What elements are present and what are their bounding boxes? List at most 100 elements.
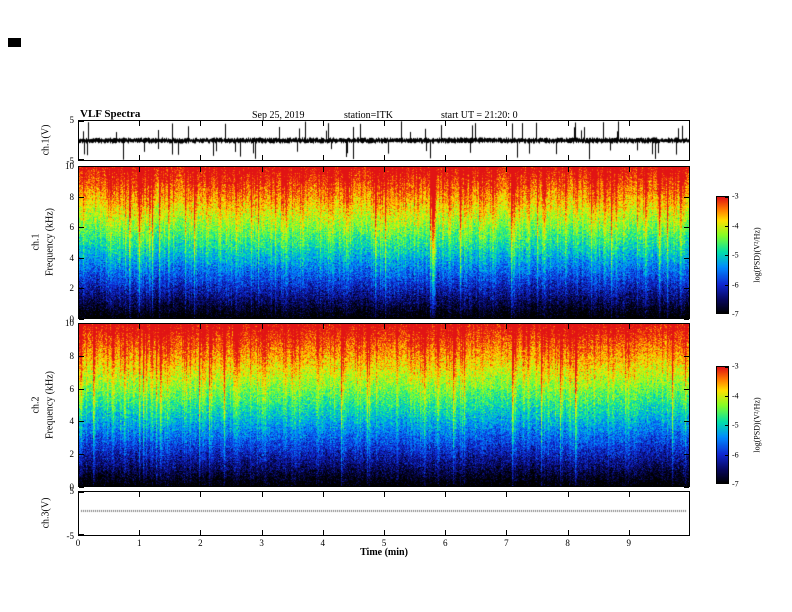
- frequency-tick-label: 4: [69, 416, 75, 427]
- x-tick-mark: [445, 324, 447, 329]
- frequency-tick-label: 0: [69, 482, 75, 492]
- x-tick-mark: [322, 530, 324, 535]
- x-tick-mark: [628, 155, 630, 160]
- y-tick-mark: [684, 319, 689, 320]
- x-tick-mark: [78, 324, 79, 329]
- x-tick-mark: [200, 481, 202, 486]
- x-tick-label: 4: [320, 538, 326, 548]
- frequency-tick-label: 2: [69, 283, 75, 294]
- frequency-tick-label: 6: [69, 383, 75, 394]
- voltage-tick-label: 5: [69, 115, 75, 125]
- colorbar-tick-label: -5: [732, 420, 739, 430]
- x-tick-mark: [78, 167, 79, 172]
- frequency-tick-label: 10: [65, 161, 74, 171]
- x-tick-mark: [139, 121, 141, 126]
- x-tick-mark: [445, 155, 447, 160]
- x-tick-mark: [567, 492, 569, 497]
- colorbar-tick-mark: [725, 482, 728, 483]
- x-tick-mark: [322, 324, 324, 329]
- x-tick-mark: [261, 313, 263, 318]
- x-tick-label: 9: [626, 538, 632, 548]
- frequency-tick-label: 10: [65, 318, 74, 328]
- x-tick-mark: [628, 313, 630, 318]
- x-tick-mark: [261, 121, 263, 126]
- x-tick-mark: [567, 167, 569, 172]
- y-tick-mark: [684, 421, 689, 423]
- colorbar-tick-mark: [725, 367, 728, 368]
- ch2-spectrogram-canvas: [79, 324, 689, 486]
- y-tick-mark: [684, 227, 689, 229]
- x-tick-mark: [445, 313, 447, 318]
- colorbar-tick-label: -6: [732, 450, 739, 459]
- colorbar-ch2: [716, 366, 729, 484]
- colorbar-tick-mark: [725, 255, 728, 256]
- y-tick-mark: [79, 166, 84, 167]
- y-tick-mark: [684, 166, 689, 167]
- colorbar-ch1: [716, 196, 729, 314]
- x-tick-mark: [78, 313, 79, 318]
- y-tick-mark: [79, 421, 84, 423]
- x-tick-mark: [322, 313, 324, 318]
- x-tick-mark: [139, 313, 141, 318]
- frequency-tick-label: 4: [69, 252, 75, 263]
- frequency-tick-label: 2: [69, 449, 75, 460]
- ch3-voltage-axis-label: ch.3(V): [40, 497, 52, 529]
- colorbar-tick-mark: [725, 284, 728, 286]
- x-tick-mark: [384, 167, 385, 172]
- colorbar-ch2-gradient: [717, 367, 728, 483]
- y-tick-mark: [79, 196, 84, 198]
- colorbar-tick-mark: [725, 312, 728, 313]
- y-tick-mark: [79, 227, 84, 229]
- ch1-waveform-canvas: [79, 121, 689, 160]
- colorbar-tick-mark: [725, 395, 728, 397]
- x-tick-mark: [78, 121, 79, 126]
- x-tick-mark: [78, 481, 79, 486]
- x-tick-mark: [200, 324, 202, 329]
- y-tick-mark: [684, 196, 689, 198]
- ch3-waveform-canvas: [79, 492, 689, 535]
- x-tick-mark: [322, 167, 324, 172]
- x-tick-mark: [384, 492, 385, 497]
- x-tick-mark: [139, 481, 141, 486]
- voltage-tick-label: -5: [66, 156, 75, 166]
- x-tick-mark: [567, 324, 569, 329]
- x-tick-mark: [322, 121, 324, 126]
- voltage-tick-label: 5: [69, 486, 75, 496]
- x-tick-mark: [567, 155, 569, 160]
- y-tick-mark: [79, 319, 84, 320]
- x-tick-mark: [78, 155, 79, 160]
- frequency-tick-label: 0: [69, 314, 75, 324]
- x-tick-mark: [384, 481, 385, 486]
- x-tick-label: 5: [381, 538, 387, 548]
- y-tick-mark: [684, 355, 689, 357]
- x-tick-mark: [628, 492, 630, 497]
- y-tick-mark: [79, 257, 84, 259]
- x-tick-mark: [384, 530, 385, 535]
- plot-title: VLF Spectra: [80, 108, 141, 120]
- colorbar-tick-label: -7: [732, 479, 739, 489]
- colorbar-tick-label: -3: [732, 191, 739, 201]
- x-tick-mark: [139, 324, 141, 329]
- x-tick-mark: [261, 167, 263, 172]
- x-tick-mark: [384, 121, 385, 126]
- x-tick-mark: [445, 492, 447, 497]
- x-tick-mark: [261, 492, 263, 497]
- x-tick-label: 8: [565, 538, 570, 548]
- x-tick-mark: [445, 167, 447, 172]
- x-tick-mark: [628, 121, 630, 126]
- x-tick-mark: [322, 481, 324, 486]
- y-tick-mark: [79, 159, 84, 160]
- colorbar-tick-label: -5: [732, 250, 739, 260]
- x-tick-mark: [261, 530, 263, 535]
- x-tick-mark: [506, 492, 508, 497]
- x-tick-mark: [567, 313, 569, 318]
- x-tick-mark: [445, 481, 447, 486]
- x-tick-mark: [506, 155, 508, 160]
- colorbar-tick-label: -4: [732, 221, 739, 230]
- x-tick-mark: [567, 530, 569, 535]
- x-tick-label: 0: [75, 538, 81, 548]
- frequency-tick-label: 6: [69, 222, 75, 233]
- y-tick-mark: [79, 492, 84, 493]
- x-tick-mark: [322, 155, 324, 160]
